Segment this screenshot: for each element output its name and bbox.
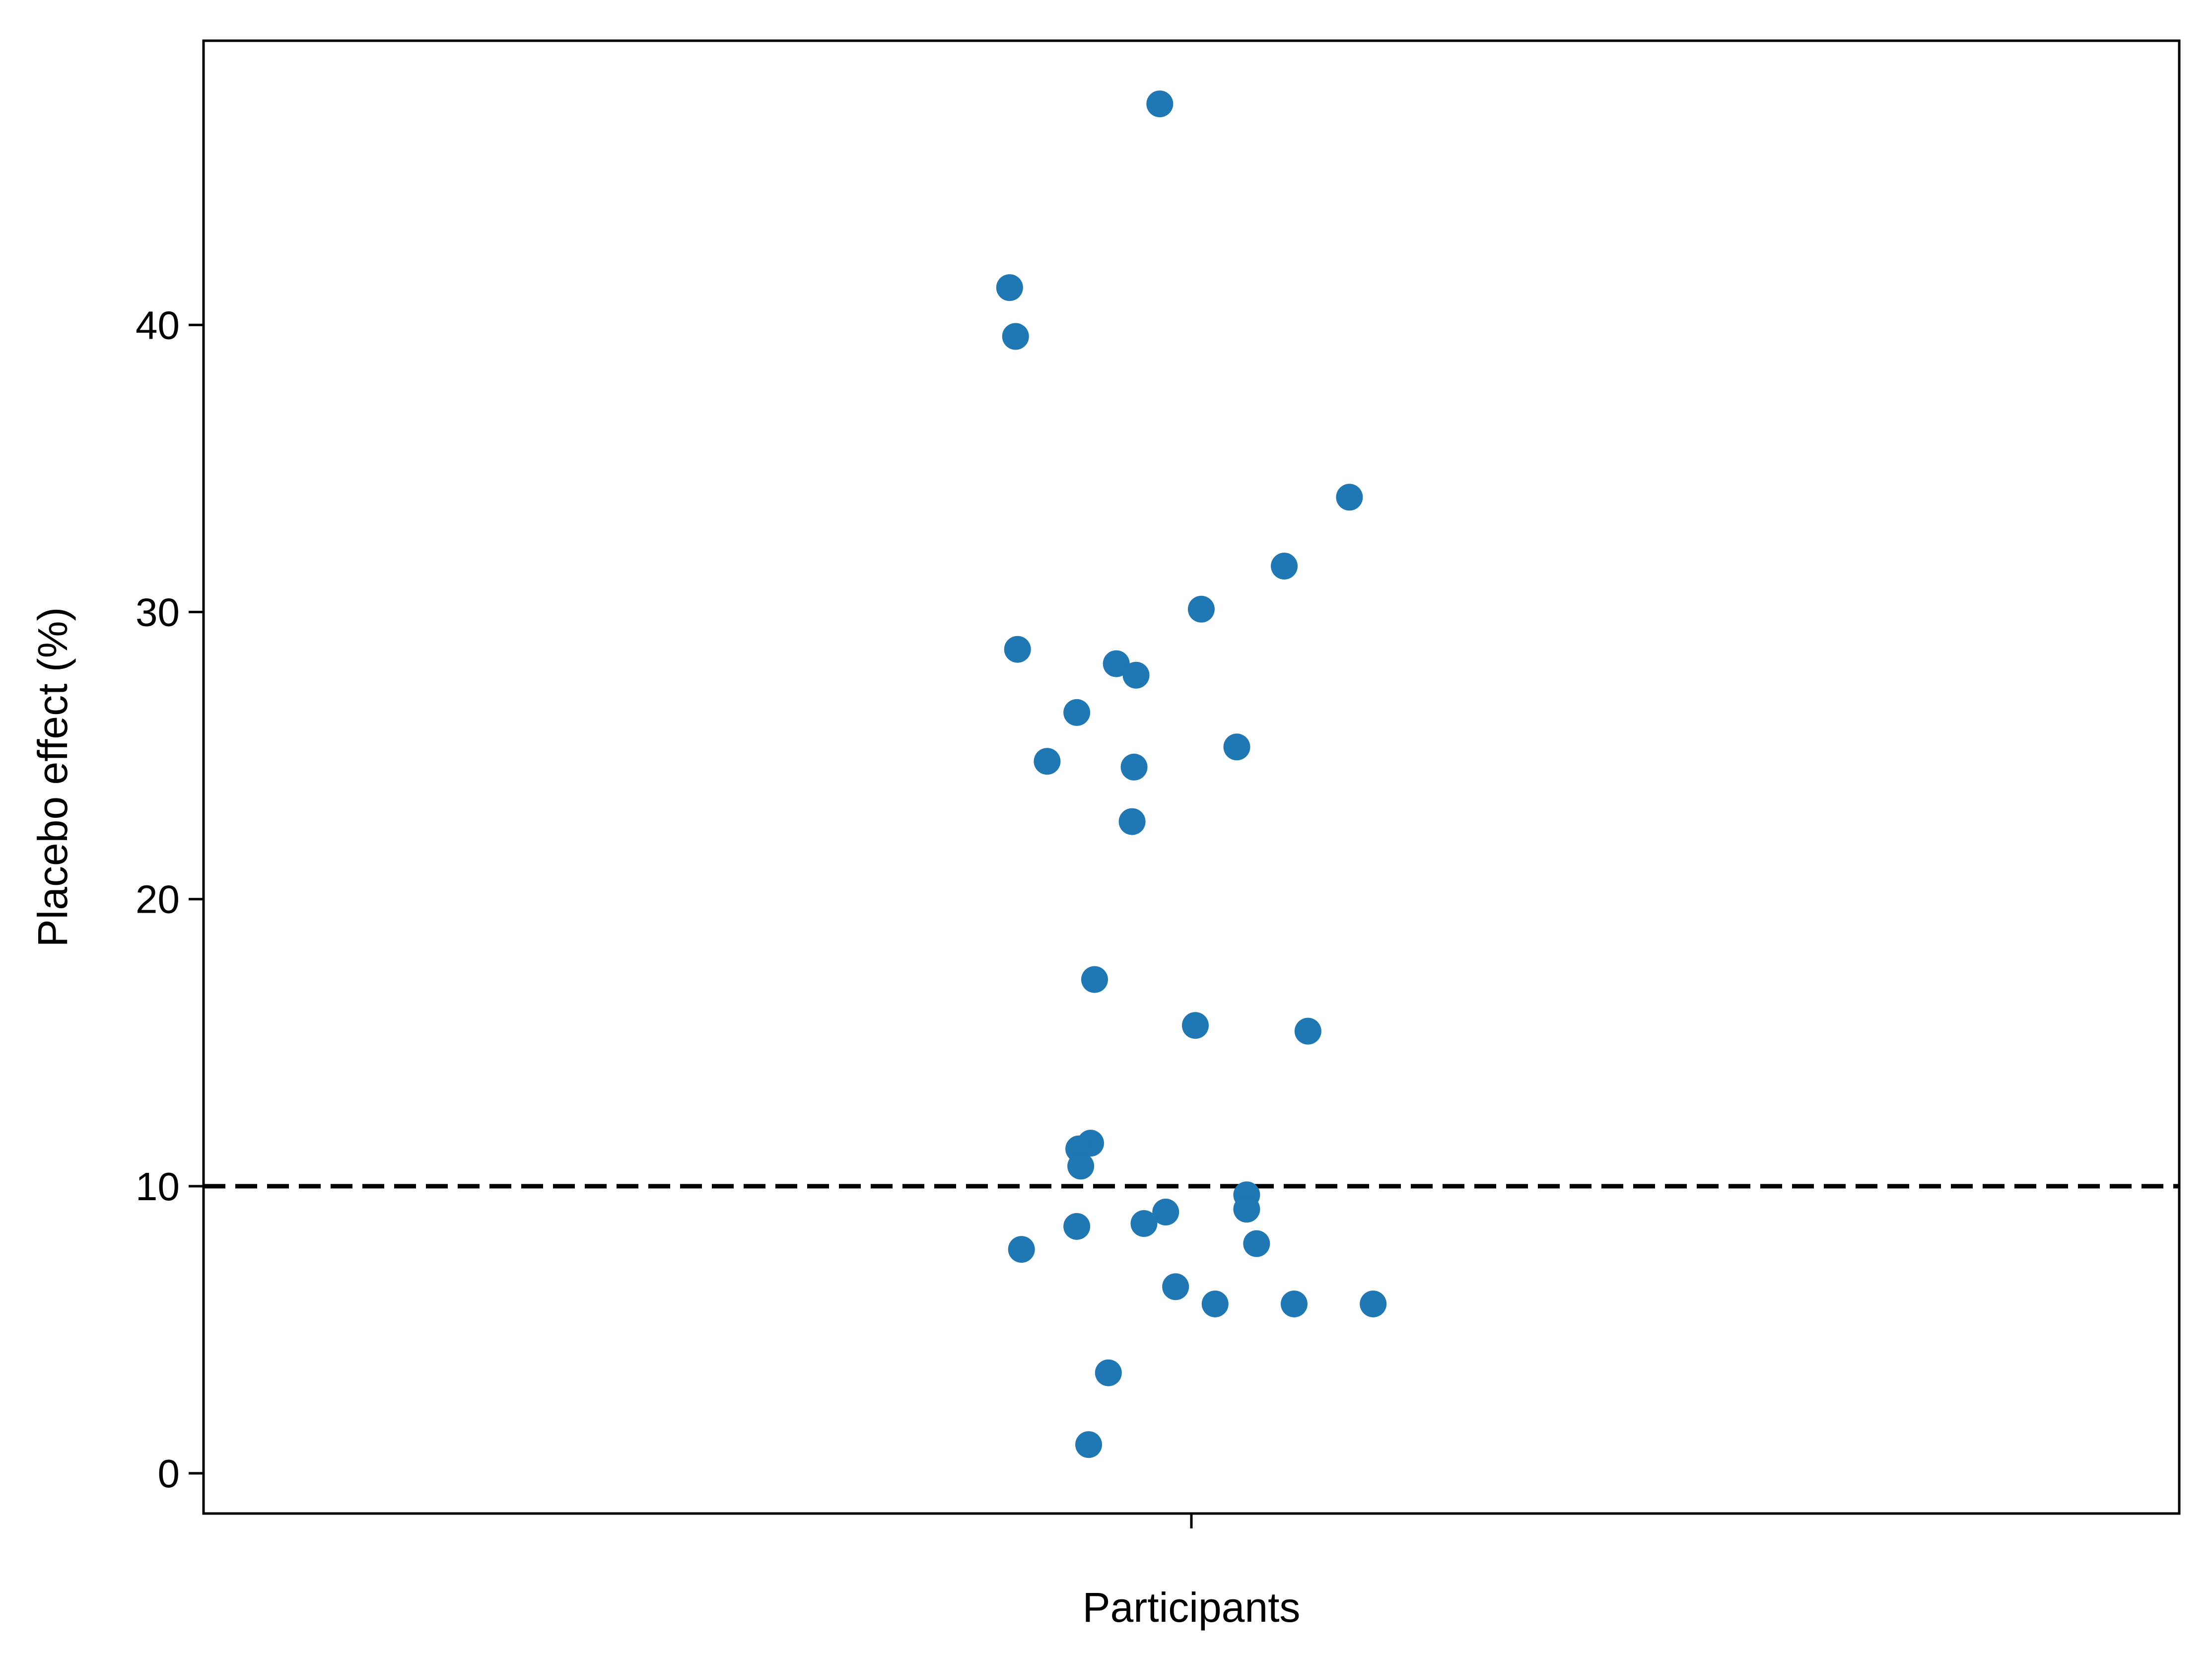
data-point bbox=[1223, 733, 1250, 761]
data-point bbox=[1063, 699, 1091, 726]
data-point bbox=[1081, 966, 1108, 993]
data-point bbox=[1063, 1213, 1091, 1240]
data-point bbox=[1118, 808, 1146, 835]
data-point bbox=[1360, 1290, 1387, 1317]
data-point bbox=[1004, 636, 1031, 663]
data-point bbox=[1130, 1210, 1158, 1237]
plot-frame bbox=[202, 39, 2181, 1515]
data-point bbox=[1243, 1230, 1270, 1257]
y-tick-label: 0 bbox=[158, 1451, 180, 1496]
data-point bbox=[1075, 1431, 1103, 1458]
data-point bbox=[1146, 90, 1174, 118]
data-point bbox=[1122, 661, 1150, 689]
y-axis-ticks: 0 10 20 30 40 bbox=[136, 303, 204, 1496]
data-point bbox=[1187, 595, 1215, 623]
y-tick-label: 20 bbox=[136, 877, 180, 922]
x-axis-label: Participants bbox=[1083, 1584, 1301, 1631]
y-tick-label: 40 bbox=[136, 303, 180, 347]
data-point bbox=[1008, 1236, 1035, 1263]
data-point bbox=[1271, 553, 1298, 580]
data-point bbox=[996, 274, 1023, 301]
data-point bbox=[1002, 323, 1029, 350]
data-point bbox=[1181, 1012, 1209, 1039]
data-point bbox=[1095, 1359, 1122, 1386]
data-point bbox=[1201, 1290, 1229, 1317]
y-tick-label: 30 bbox=[136, 590, 180, 635]
y-axis-label: Placebo effect (%) bbox=[29, 607, 76, 947]
data-point bbox=[1152, 1198, 1179, 1226]
data-point bbox=[1120, 753, 1148, 781]
data-point bbox=[1280, 1290, 1308, 1317]
data-point bbox=[1233, 1196, 1260, 1223]
data-point bbox=[1067, 1153, 1095, 1180]
data-point bbox=[1103, 650, 1130, 677]
data-point bbox=[1336, 484, 1363, 511]
y-tick-label: 10 bbox=[136, 1164, 180, 1209]
data-points bbox=[996, 90, 1387, 1458]
data-point bbox=[1034, 748, 1061, 775]
data-point bbox=[1294, 1017, 1321, 1045]
data-point bbox=[1162, 1273, 1189, 1300]
